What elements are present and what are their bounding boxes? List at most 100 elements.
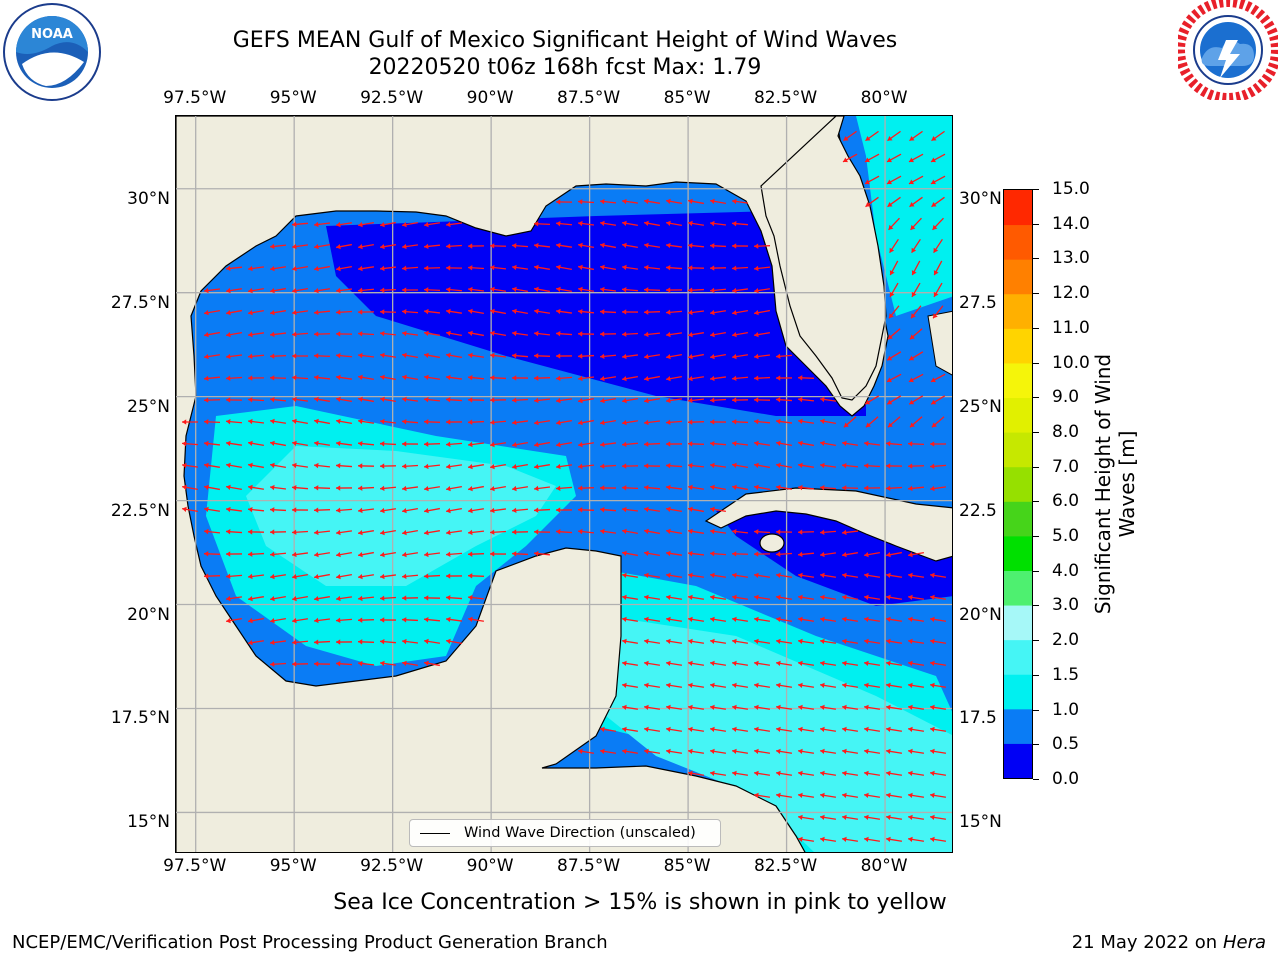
colorbar-tick-mark	[1033, 501, 1039, 503]
wave-arrow	[247, 484, 265, 491]
wave-arrow	[225, 551, 243, 557]
wave-arrow	[911, 282, 921, 298]
wave-arrow	[797, 682, 815, 689]
wave-arrow	[423, 595, 441, 601]
wave-arrow	[402, 352, 418, 359]
wave-arrow	[269, 507, 287, 513]
wave-arrow	[863, 638, 881, 645]
wave-arrow	[885, 682, 903, 689]
wave-arrow	[467, 374, 485, 381]
wave-arrow	[511, 507, 529, 514]
wave-arrow	[886, 351, 902, 361]
wave-arrow	[511, 375, 529, 381]
wave-arrow	[819, 792, 837, 799]
wave-arrow	[600, 242, 616, 249]
wave-arrow	[754, 462, 770, 469]
wave-arrow	[401, 287, 419, 293]
wave-arrow	[929, 638, 947, 645]
wave-arrow	[534, 463, 550, 470]
wave-arrow	[511, 353, 529, 359]
wave-arrow	[577, 220, 595, 227]
wave-arrow	[911, 238, 921, 254]
wave-arrow	[753, 529, 771, 535]
wave-arrow	[534, 264, 550, 271]
wave-arrow	[709, 616, 727, 623]
wave-arrow	[841, 704, 859, 711]
x-tick-label-bottom: 80°W	[860, 856, 908, 876]
wave-arrow	[907, 616, 925, 623]
wave-arrow	[402, 529, 418, 536]
wave-arrow	[599, 726, 617, 733]
wave-arrow	[533, 397, 551, 404]
y-tick-label-right: 27.5	[959, 292, 997, 313]
wave-arrow	[709, 660, 727, 667]
wave-arrow	[621, 353, 639, 360]
wave-arrow	[489, 529, 507, 535]
wave-arrow	[445, 441, 463, 447]
wave-arrow	[797, 704, 815, 711]
y-tick-label-left: 25°N	[127, 396, 170, 417]
wave-arrow	[467, 243, 485, 249]
wave-arrow	[269, 551, 287, 558]
wave-arrow	[225, 397, 243, 403]
wave-arrow	[313, 617, 331, 624]
colorbar-segment	[1004, 570, 1032, 606]
wave-arrow	[225, 265, 243, 272]
wave-arrow	[203, 287, 221, 294]
wave-arrow	[797, 572, 815, 579]
wave-arrow	[533, 419, 551, 426]
wave-arrow	[291, 309, 309, 316]
wave-arrow	[709, 682, 727, 689]
wave-arrow	[621, 616, 639, 623]
x-tick-label-top: 90°W	[466, 88, 514, 108]
wave-arrow	[577, 353, 595, 359]
wave-arrow	[863, 616, 881, 623]
wave-arrow	[225, 375, 243, 381]
wave-arrow	[819, 616, 837, 623]
wave-arrow	[665, 463, 683, 469]
wave-arrow	[843, 130, 857, 142]
wave-arrow	[907, 814, 925, 821]
wave-arrow	[709, 770, 727, 777]
colorbar-tick-label: 12.0	[1052, 283, 1090, 304]
wave-arrow	[225, 287, 243, 294]
wave-arrow	[489, 375, 507, 381]
wave-arrow	[885, 726, 903, 733]
wave-arrow	[424, 352, 440, 359]
wave-arrow	[357, 440, 375, 447]
wave-arrow	[335, 485, 353, 491]
wave-arrow	[423, 441, 441, 447]
wave-arrow	[731, 287, 749, 294]
colorbar-tick-label: 1.0	[1052, 699, 1080, 720]
wave-arrow	[643, 616, 661, 623]
wave-arrow	[182, 484, 198, 491]
wave-arrow	[423, 551, 441, 558]
sea-ice-note: Sea Ice Concentration > 15% is shown in …	[333, 890, 947, 915]
wave-arrow	[622, 220, 638, 227]
x-tick-label-bottom: 85°W	[663, 856, 711, 876]
colorbar-tick-label: 4.0	[1052, 560, 1080, 581]
wave-arrow	[203, 573, 221, 579]
wave-arrow	[885, 770, 903, 777]
x-tick-label-bottom: 87.5°W	[557, 856, 621, 876]
y-tick-label-right: 20°N	[959, 604, 1002, 625]
colorbar-tick-mark	[1033, 466, 1039, 468]
wave-arrow	[732, 462, 748, 469]
wave-arrow	[379, 287, 397, 293]
wave-arrow	[709, 419, 727, 425]
wave-arrow	[490, 308, 506, 315]
wave-arrow	[797, 836, 815, 843]
wave-arrow	[687, 572, 705, 579]
y-tick-label-right: 15°N	[959, 812, 1002, 833]
y-tick-label-right: 25°N	[959, 396, 1002, 417]
wave-arrow	[270, 287, 286, 294]
colorbar-tick-mark	[1033, 327, 1039, 329]
wave-arrow	[643, 353, 661, 360]
colorbar-tick-label: 6.0	[1052, 491, 1080, 512]
wave-arrow	[314, 418, 330, 425]
y-tick-label-left: 27.5°N	[110, 292, 170, 313]
wave-arrow	[687, 220, 705, 227]
wave-arrow	[203, 551, 221, 557]
wave-arrow	[929, 616, 947, 623]
wave-arrow	[753, 243, 771, 249]
